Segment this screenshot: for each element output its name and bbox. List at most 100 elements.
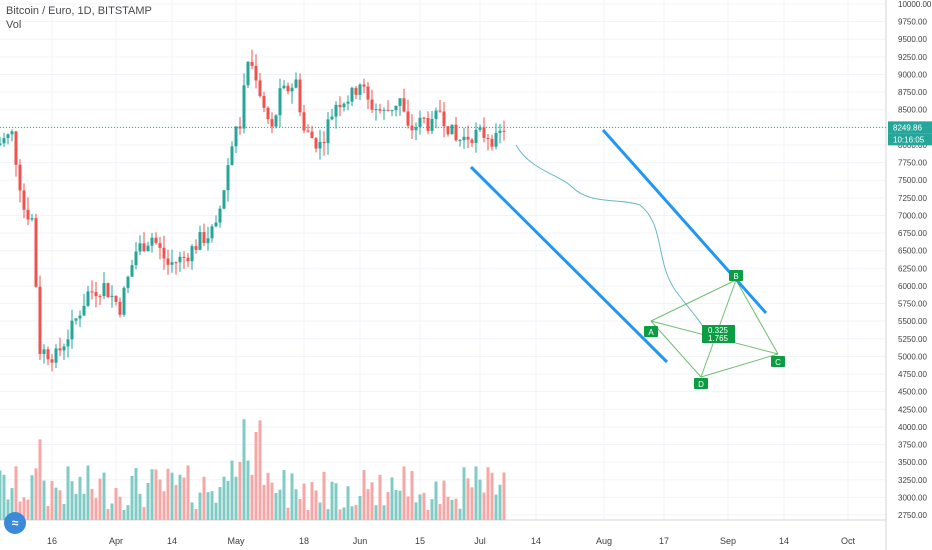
- candle-body: [158, 243, 162, 248]
- price-tick-label: 3500.00: [898, 458, 927, 467]
- candle-body: [354, 87, 358, 95]
- volume-bar: [186, 465, 190, 520]
- candle-body: [222, 190, 226, 209]
- price-tick-label: 6000.00: [898, 282, 927, 291]
- volume-bar: [94, 498, 98, 520]
- candle-body: [362, 84, 366, 87]
- volume-bar: [426, 509, 430, 520]
- volume-label[interactable]: Vol: [6, 19, 22, 31]
- volume-bar: [334, 483, 338, 520]
- volume-bar: [470, 487, 474, 520]
- candle-body: [458, 140, 462, 142]
- price-tick-label: 7750.00: [898, 159, 927, 168]
- candle-body: [370, 99, 374, 110]
- candle-body: [286, 85, 290, 92]
- volume-bar: [330, 481, 334, 520]
- volume-bar: [138, 493, 142, 520]
- trend-line-upper: [601, 129, 768, 314]
- volume-bar: [38, 439, 42, 520]
- candle-body: [214, 222, 218, 227]
- time-tick-label: Sep: [720, 536, 736, 546]
- candle-body: [250, 61, 254, 66]
- volume-bar: [146, 482, 150, 520]
- time-tick-label: 14: [167, 536, 177, 546]
- candles: [0, 49, 506, 372]
- candle-body: [10, 131, 14, 135]
- volume-bar: [382, 505, 386, 520]
- candle-body: [386, 109, 390, 111]
- volume-bar: [54, 487, 58, 520]
- volume-bar: [14, 466, 18, 520]
- pattern-leg: [650, 320, 702, 378]
- volume-bar: [106, 509, 110, 520]
- candle-body: [170, 262, 174, 265]
- time-tick-label: Aug: [596, 536, 612, 546]
- time-tick-label: 15: [415, 536, 425, 546]
- candle-body: [426, 117, 430, 132]
- volume-bar: [82, 493, 86, 520]
- volume-bar: [10, 488, 14, 520]
- candle-body: [134, 251, 138, 266]
- candle-body: [206, 238, 210, 244]
- price-tick-label: 5250.00: [898, 335, 927, 344]
- price-tick-label: 9500.00: [898, 35, 927, 44]
- volume-bar: [406, 496, 410, 520]
- pattern-ratio: 1.765: [708, 334, 729, 343]
- tradingview-logo-icon[interactable]: ≈: [4, 512, 26, 534]
- candle-body: [470, 139, 474, 143]
- candle-body: [478, 127, 482, 130]
- candle-body: [438, 110, 442, 112]
- candle-body: [394, 105, 398, 111]
- volume-bar: [50, 480, 54, 520]
- volume-bar: [222, 476, 226, 520]
- volume-bar: [398, 490, 402, 520]
- volume-bar: [430, 499, 434, 520]
- candle-body: [218, 208, 222, 223]
- volume-bar: [290, 473, 294, 520]
- volume-bar: [498, 484, 502, 520]
- volume-bar: [314, 490, 318, 520]
- volume-bar: [442, 480, 446, 520]
- candle-body: [270, 119, 274, 127]
- volume-bar: [226, 480, 230, 520]
- volume-bar: [34, 468, 38, 520]
- volume-bar: [70, 481, 74, 520]
- time-tick-label: 18: [299, 536, 309, 546]
- symbol-title[interactable]: Bitcoin / Euro, 1D, BITSTAMP: [6, 5, 152, 17]
- volume-bar: [202, 476, 206, 520]
- candle-body: [78, 315, 82, 319]
- volume-bar: [258, 420, 262, 520]
- candle-body: [318, 141, 322, 149]
- volume-bar: [30, 475, 34, 520]
- volume-bar: [294, 489, 298, 520]
- trend-line-lower: [469, 165, 669, 364]
- pattern-leg: [700, 353, 779, 378]
- current-price-box: [888, 121, 932, 134]
- volume-bar: [274, 493, 278, 520]
- candle-body: [34, 218, 38, 287]
- candle-body: [310, 131, 314, 139]
- time-tick-label: Jul: [474, 536, 486, 546]
- candle-body: [30, 218, 34, 220]
- candle-body: [106, 283, 110, 298]
- candle-body: [502, 130, 506, 132]
- volume-bar: [466, 478, 470, 520]
- candle-body: [198, 232, 202, 250]
- candle-body: [114, 295, 118, 302]
- volume-bar: [58, 490, 62, 520]
- candle-body: [446, 126, 450, 135]
- price-tick-label: 8000.00: [898, 141, 927, 150]
- volume-bar: [410, 470, 414, 520]
- price-tick-label: 3750.00: [898, 441, 927, 450]
- volume-bar: [6, 499, 10, 520]
- candle-body: [186, 257, 190, 262]
- chart-legend: Bitcoin / Euro, 1D, BITSTAMP Vol: [6, 4, 152, 32]
- candle-body: [294, 79, 298, 88]
- candle-body: [130, 265, 134, 277]
- candle-body: [62, 346, 66, 351]
- volume-bar: [474, 466, 478, 520]
- candle-body: [70, 320, 74, 340]
